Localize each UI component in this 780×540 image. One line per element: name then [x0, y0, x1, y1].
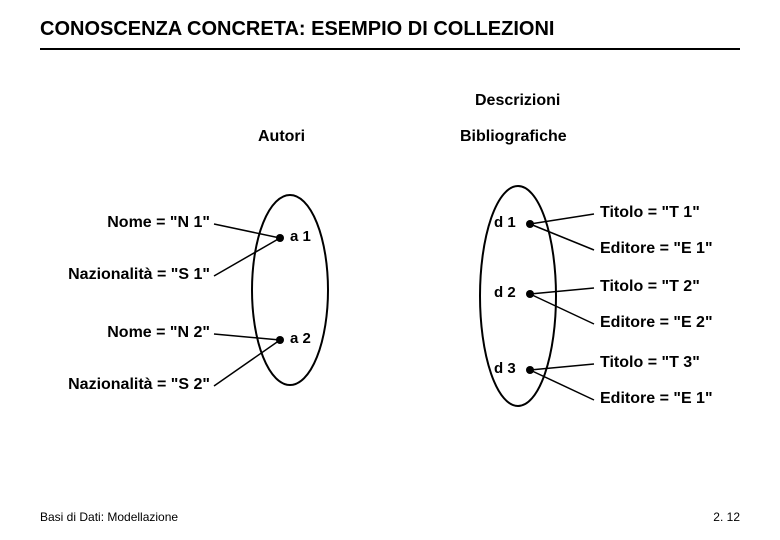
point-label-d1: d 1	[494, 214, 516, 231]
right-attr-2: Titolo = "T 2"	[600, 278, 700, 296]
right-attr-3: Editore = "E 2"	[600, 314, 713, 332]
point-label-d3: d 3	[494, 360, 516, 377]
connector-right-4	[530, 364, 594, 370]
right-attr-4: Titolo = "T 3"	[600, 354, 700, 372]
connector-right-0	[530, 214, 594, 224]
ellipse-autori	[252, 195, 328, 385]
left-attr-1: Nazionalità = "S 1"	[68, 266, 210, 284]
point-label-a2: a 2	[290, 330, 311, 347]
right-attr-0: Titolo = "T 1"	[600, 204, 700, 222]
left-attr-2: Nome = "N 2"	[107, 324, 210, 342]
connector-right-3	[530, 294, 594, 324]
left-attr-0: Nome = "N 1"	[107, 214, 210, 232]
point-label-d2: d 2	[494, 284, 516, 301]
connector-right-2	[530, 288, 594, 294]
right-attr-5: Editore = "E 1"	[600, 390, 713, 408]
footer-text: Basi di Dati: Modellazione	[40, 510, 178, 524]
ellipse-bibliografiche	[480, 186, 556, 406]
right-attr-1: Editore = "E 1"	[600, 240, 713, 258]
connector-left-1	[214, 238, 280, 276]
connector-right-1	[530, 224, 594, 250]
connector-left-3	[214, 340, 280, 386]
page-number: 2. 12	[713, 510, 740, 524]
left-attr-3: Nazionalità = "S 2"	[68, 376, 210, 394]
point-label-a1: a 1	[290, 228, 311, 245]
connector-left-2	[214, 334, 280, 340]
connector-left-0	[214, 224, 280, 238]
page: CONOSCENZA CONCRETA: ESEMPIO DI COLLEZIO…	[0, 0, 780, 540]
